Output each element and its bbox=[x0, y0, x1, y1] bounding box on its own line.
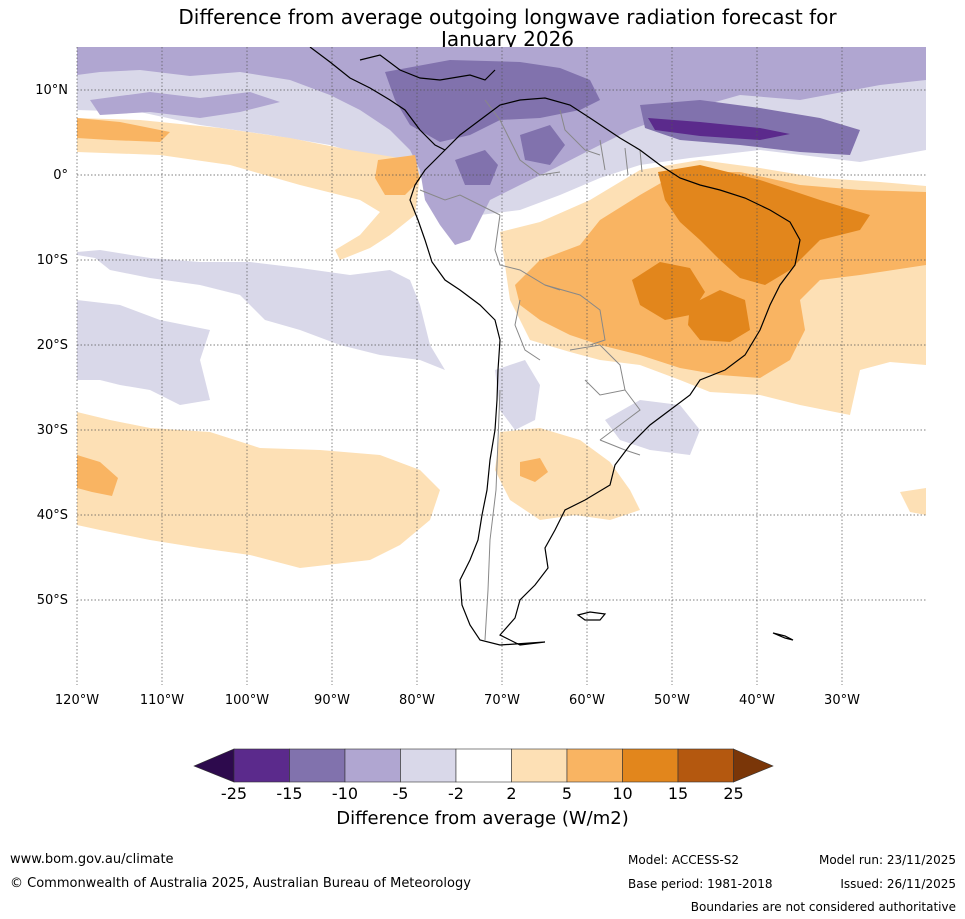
colorbar-tick: 25 bbox=[723, 784, 744, 803]
boundary-chile-argentina bbox=[484, 389, 501, 641]
colorbar-tick: 2 bbox=[506, 784, 517, 803]
colorbar-over-arrow bbox=[733, 748, 774, 783]
lon-label-120W: 120°W bbox=[54, 693, 100, 708]
footer-base-period: Base period: 1981-2018 bbox=[628, 877, 773, 891]
colorbar-tick: -10 bbox=[331, 784, 359, 803]
footer-model-run: Model run: 23/11/2025 bbox=[818, 853, 956, 867]
lat-label-0: 0° bbox=[53, 168, 68, 183]
boundary-argentina-brazil bbox=[599, 389, 641, 441]
lon-label-50W: 50°W bbox=[654, 693, 690, 708]
anomaly-region-buenos-aires-mid-orange bbox=[520, 458, 548, 482]
anomaly-region-colombia-dark-purple bbox=[455, 150, 498, 185]
anomaly-region-east-atlantic-light-orange bbox=[900, 488, 926, 515]
anomaly-region-atlantic-deepest-purple bbox=[648, 118, 790, 140]
anomaly-region-brazil-dark-orange bbox=[658, 165, 870, 285]
footer-copyright: © Commonwealth of Australia 2025, Austra… bbox=[10, 876, 471, 891]
colorbar-bin-5 bbox=[455, 748, 512, 783]
boundary-ecuador-peru bbox=[419, 189, 501, 216]
colorbar bbox=[193, 748, 774, 783]
colorbar-bin-6 bbox=[511, 748, 568, 783]
coastline-caribbean bbox=[359, 54, 496, 81]
lon-label-90W: 90°W bbox=[314, 693, 350, 708]
colorbar-tick: -5 bbox=[392, 784, 409, 803]
colorbar-tick: 10 bbox=[612, 784, 633, 803]
lon-label-80W: 80°W bbox=[399, 693, 435, 708]
colorbar-bin-7 bbox=[566, 748, 623, 783]
anomaly-region-south-pacific-light-orange bbox=[77, 412, 440, 568]
boundary-guianas bbox=[599, 139, 643, 176]
boundary-paraguay bbox=[569, 344, 626, 396]
lat-label-20S: 20°S bbox=[36, 338, 68, 353]
map-title-line-2: January 2026 bbox=[440, 27, 575, 51]
footer-disclaimer: Boundaries are not considered authoritat… bbox=[690, 900, 956, 914]
colorbar-bin-4 bbox=[400, 748, 457, 783]
boundary-uruguay bbox=[599, 439, 641, 456]
colorbar-bin-1 bbox=[233, 748, 290, 783]
anomaly-region-argentina-light-purple bbox=[495, 360, 540, 430]
lon-label-40W: 40°W bbox=[739, 693, 775, 708]
lat-label-30S: 30°S bbox=[36, 423, 68, 438]
footer-website: www.bom.gov.au/climate bbox=[10, 852, 174, 867]
anomaly-region-central-brazil-dark-orange bbox=[632, 262, 705, 320]
anomaly-region-subtropical-pacific-light-purple bbox=[77, 300, 210, 405]
coastline-north-america bbox=[309, 47, 446, 151]
boundary-colombia-venezuela bbox=[484, 99, 561, 176]
lon-label-110W: 110°W bbox=[139, 693, 185, 708]
lon-label-60W: 60°W bbox=[569, 693, 605, 708]
anomaly-region-caribbean-dark-purple bbox=[385, 60, 600, 142]
colorbar-under-arrow bbox=[193, 748, 235, 783]
colorbar-tick: -2 bbox=[448, 784, 464, 803]
anomaly-region-north-mid-purple bbox=[77, 47, 926, 245]
boundary-peru-bolivia-chile bbox=[514, 299, 541, 361]
anomaly-region-pacific-light-orange bbox=[77, 118, 420, 260]
anomaly-region-south-pacific-mid-orange bbox=[77, 455, 118, 496]
coastline-south-georgia bbox=[772, 632, 794, 641]
colorbar-tick: -15 bbox=[276, 784, 303, 803]
footer-issued: Issued: 26/11/2025 bbox=[840, 877, 956, 891]
lat-label-50S: 50°S bbox=[36, 593, 68, 608]
coastlines bbox=[309, 47, 801, 646]
anomaly-region-equatorial-pacific-mid-purple bbox=[90, 92, 280, 118]
lon-label-100W: 100°W bbox=[224, 693, 270, 708]
anomaly-region-south-atlantic-light-purple bbox=[605, 400, 700, 455]
lat-label-40S: 40°S bbox=[36, 508, 68, 523]
colorbar-bin-9 bbox=[677, 748, 734, 783]
lat-label-10N: 10°N bbox=[35, 83, 68, 98]
anomaly-region-uruguay-light-orange bbox=[495, 428, 640, 520]
lon-label-30W: 30°W bbox=[824, 693, 860, 708]
colorbar-bin-8 bbox=[622, 748, 679, 783]
colorbar-bin-2 bbox=[289, 748, 346, 783]
coastline-falklands bbox=[576, 611, 607, 621]
coastline-south-america bbox=[409, 97, 801, 646]
footer-model: Model: ACCESS-S2 bbox=[628, 853, 740, 867]
colorbar-bin-3 bbox=[344, 748, 401, 783]
lat-label-10S: 10°S bbox=[36, 253, 68, 268]
boundary-venezuela-guyana bbox=[559, 109, 601, 156]
map-title-line-1: Difference from average outgoing longwav… bbox=[178, 5, 837, 29]
graticule bbox=[76, 47, 926, 685]
anomaly-region-southeast-pacific-light-purple bbox=[77, 250, 445, 370]
colorbar-title: Difference from average (W/m2) bbox=[336, 808, 629, 829]
colorbar-tick: -25 bbox=[220, 784, 248, 803]
lon-label-70W: 70°W bbox=[484, 693, 520, 708]
anomaly-region-pacific-mid-orange bbox=[77, 118, 170, 142]
anomaly-region-venezuela-dark-purple bbox=[520, 125, 565, 165]
anomaly-field bbox=[77, 47, 926, 568]
anomaly-region-ecuador-mid-orange bbox=[375, 155, 420, 195]
colorbar-tick: 15 bbox=[667, 784, 689, 803]
country-boundaries bbox=[419, 99, 643, 641]
boundary-bolivia-brazil bbox=[544, 284, 606, 346]
anomaly-region-minas-dark-orange bbox=[688, 290, 750, 342]
colorbar-tick: 5 bbox=[561, 784, 573, 803]
